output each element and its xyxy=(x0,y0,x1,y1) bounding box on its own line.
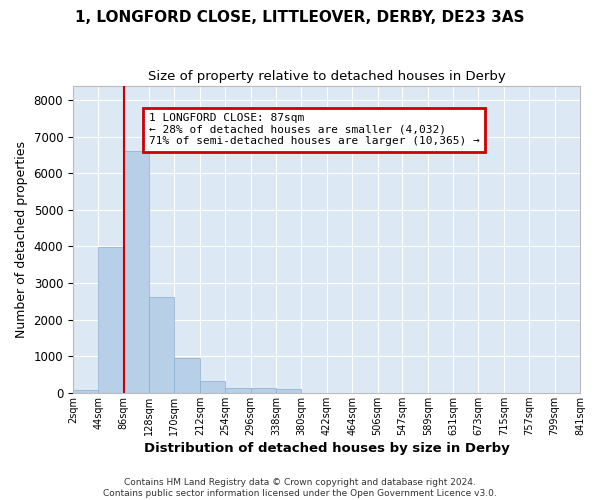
Bar xyxy=(124,152,149,393)
Title: Size of property relative to detached houses in Derby: Size of property relative to detached ho… xyxy=(148,70,505,83)
Text: 1, LONGFORD CLOSE, LITTLEOVER, DERBY, DE23 3AS: 1, LONGFORD CLOSE, LITTLEOVER, DERBY, DE… xyxy=(75,10,525,25)
Bar xyxy=(149,297,175,393)
Bar xyxy=(276,390,301,393)
X-axis label: Distribution of detached houses by size in Derby: Distribution of detached houses by size … xyxy=(143,442,509,455)
Text: 1 LONGFORD CLOSE: 87sqm
← 28% of detached houses are smaller (4,032)
71% of semi: 1 LONGFORD CLOSE: 87sqm ← 28% of detache… xyxy=(149,113,480,146)
Y-axis label: Number of detached properties: Number of detached properties xyxy=(15,140,28,338)
Bar xyxy=(98,247,124,393)
Bar xyxy=(73,390,98,393)
Bar xyxy=(251,388,276,393)
Bar xyxy=(200,381,225,393)
Text: Contains HM Land Registry data © Crown copyright and database right 2024.
Contai: Contains HM Land Registry data © Crown c… xyxy=(103,478,497,498)
Bar xyxy=(225,388,251,393)
Bar xyxy=(175,358,200,393)
